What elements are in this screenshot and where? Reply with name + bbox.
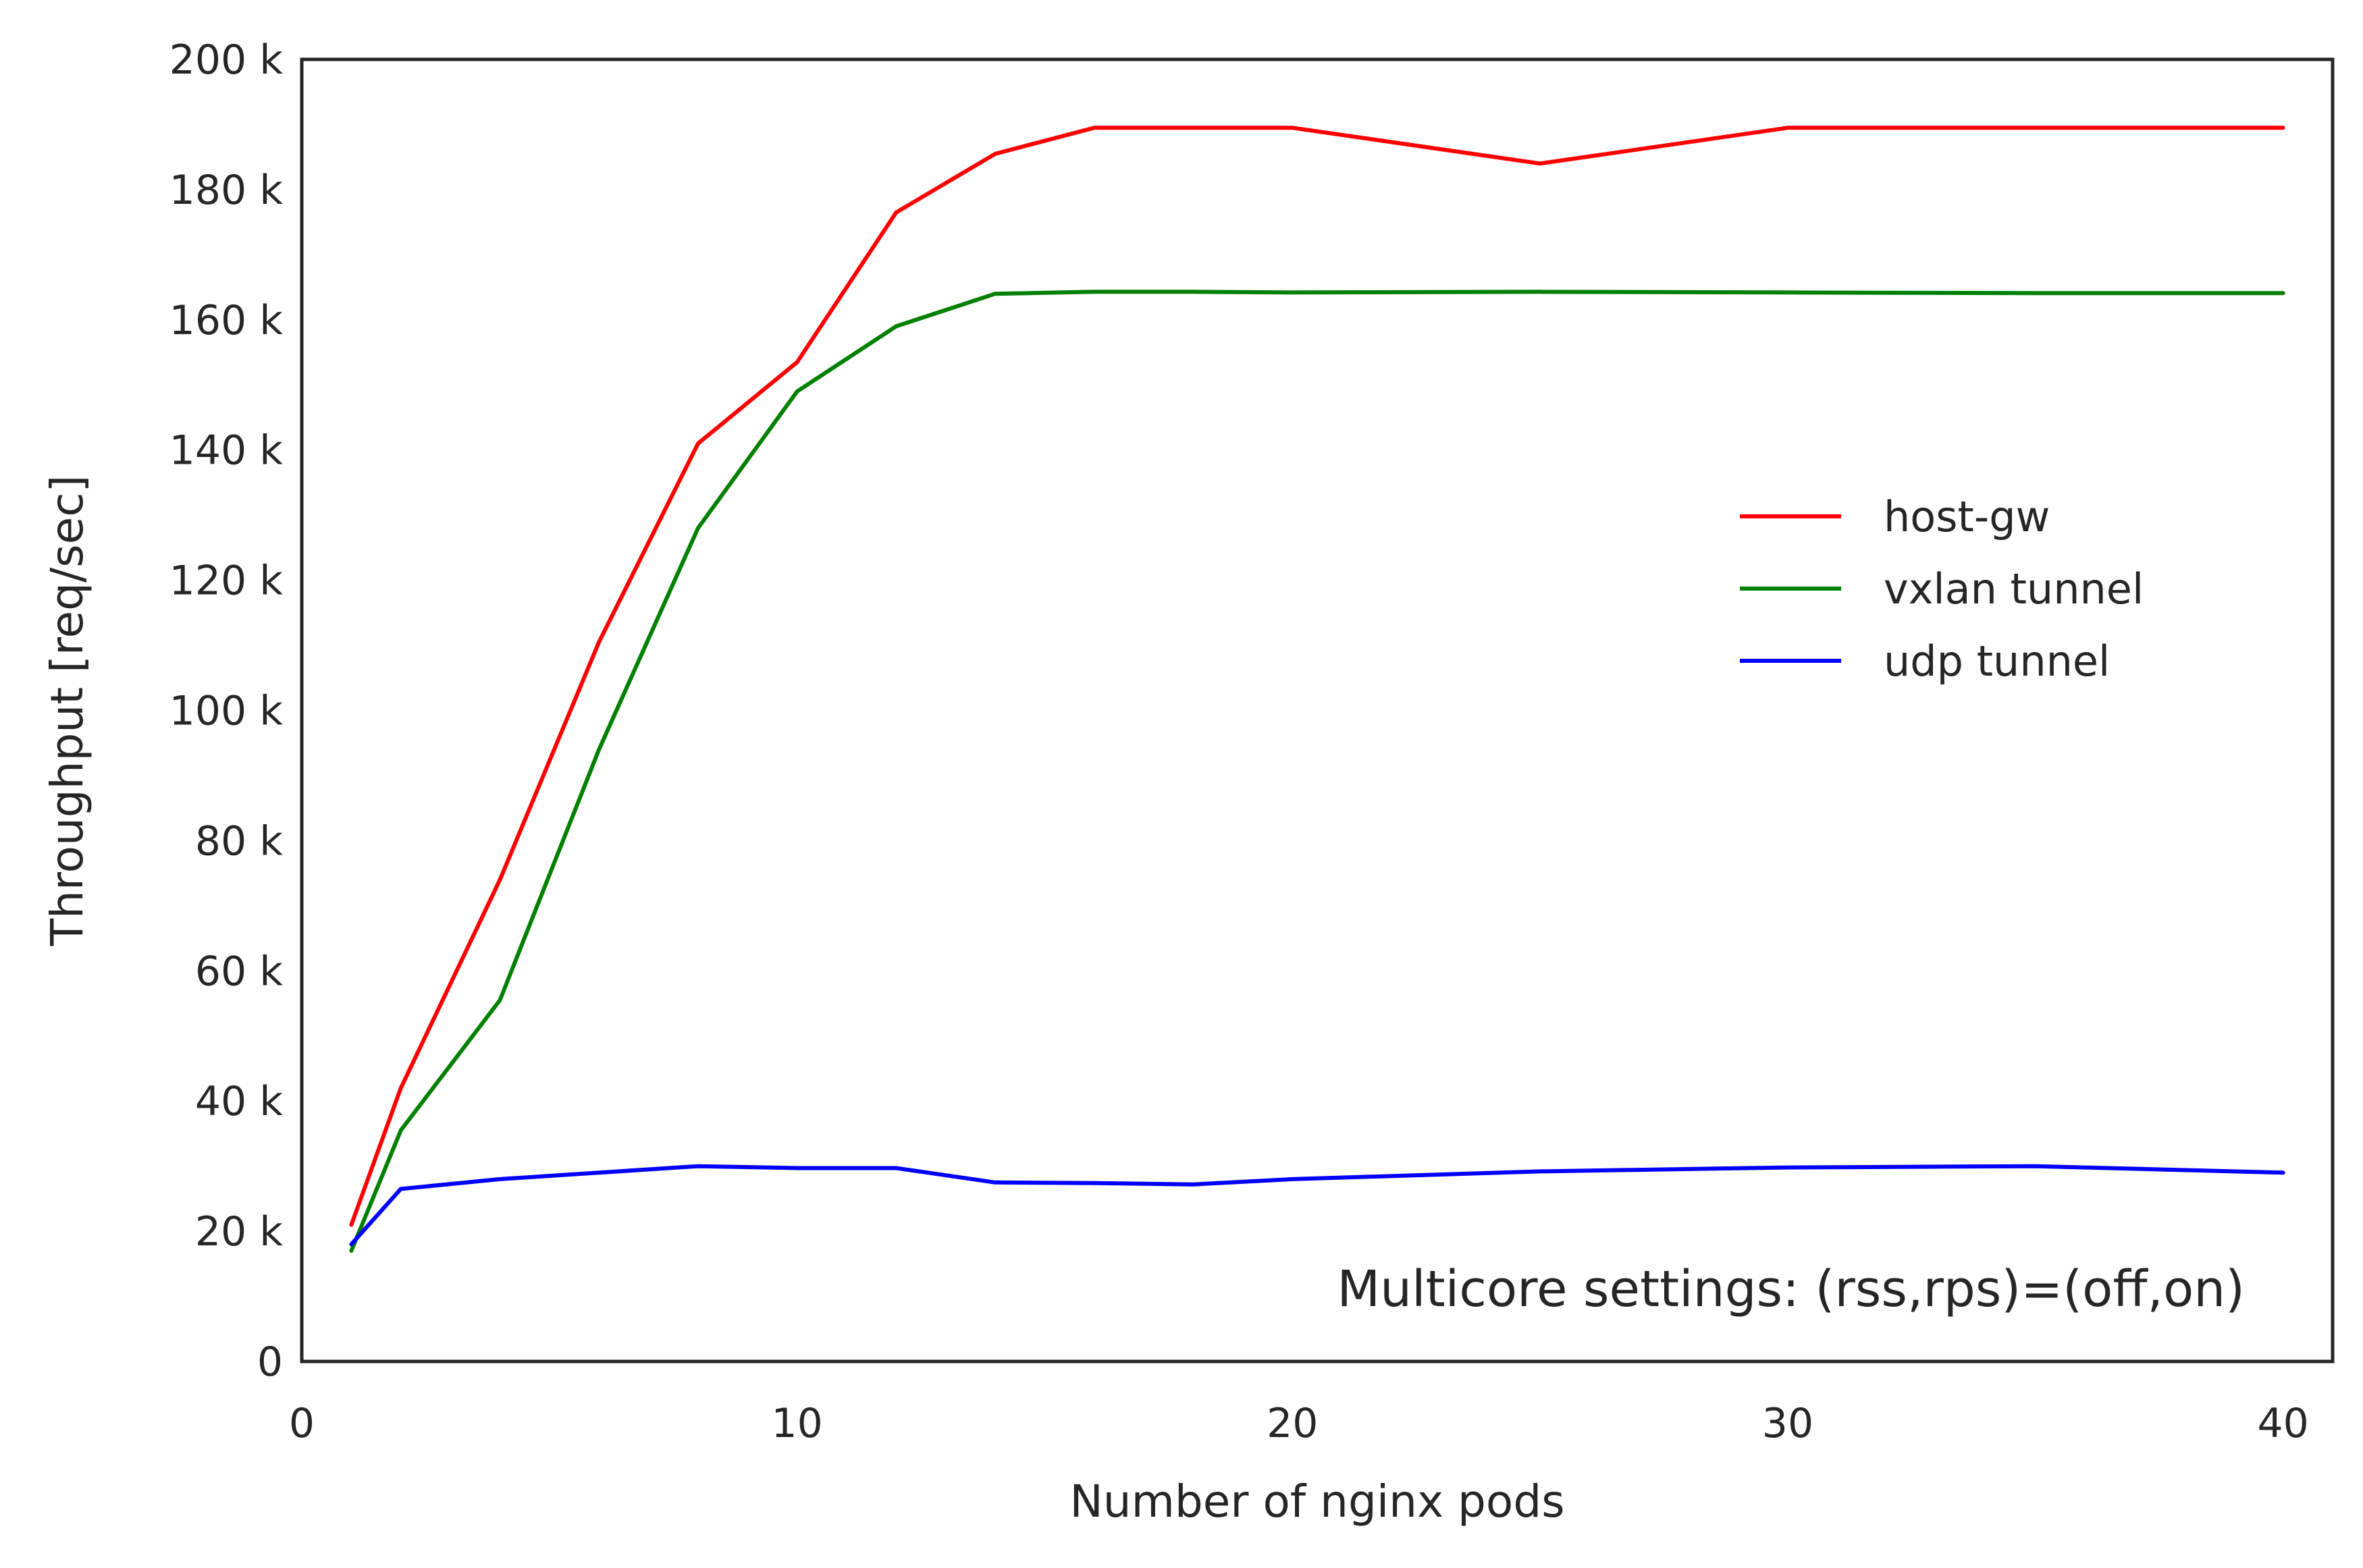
y-tick-label: 180 k xyxy=(169,167,284,214)
y-tick-label: 100 k xyxy=(169,688,284,735)
y-tick-label: 80 k xyxy=(195,817,283,865)
series-line-host-gw xyxy=(349,126,2285,1227)
series-line-vxlan-tunnel xyxy=(349,290,2285,1253)
y-tick-label: 60 k xyxy=(195,948,283,995)
y-tick-label: 20 k xyxy=(195,1208,283,1255)
legend: host-gw vxlan tunnel udp tunnel xyxy=(1740,492,2144,686)
y-tick-label: 160 k xyxy=(169,297,284,344)
y-tick-label: 0 xyxy=(257,1339,283,1386)
x-tick-label: 10 xyxy=(771,1400,822,1447)
y-tick-label: 200 k xyxy=(169,36,284,84)
x-axis-label: Number of nginx pods xyxy=(1069,1476,1564,1528)
legend-label: host-gw xyxy=(1884,492,2050,541)
y-axis-label: Throughput [req/sec] xyxy=(41,475,93,947)
y-tick-label: 140 k xyxy=(169,427,284,475)
x-tick-label: 30 xyxy=(1762,1400,1813,1447)
legend-label: vxlan tunnel xyxy=(1884,564,2144,614)
x-tick-label: 20 xyxy=(1267,1400,1318,1447)
settings-annotation: Multicore settings: (rss,rps)=(off,on) xyxy=(1337,1260,2245,1318)
x-tick-label: 0 xyxy=(289,1400,315,1447)
y-axis-ticks: 0 20 k 40 k 60 k 80 k 100 k 120 k 140 k 160 k 180… xyxy=(169,36,284,1386)
series-line-udp-tunnel xyxy=(349,1164,2285,1247)
legend-label: udp tunnel xyxy=(1884,637,2110,686)
series-lines xyxy=(349,126,2285,1253)
y-tick-label: 120 k xyxy=(169,558,284,605)
plot-frame xyxy=(300,57,2335,1363)
x-axis-ticks: 0 10 20 30 40 xyxy=(289,1400,2309,1447)
y-tick-label: 40 k xyxy=(195,1078,283,1125)
x-tick-label: 40 xyxy=(2257,1400,2308,1447)
